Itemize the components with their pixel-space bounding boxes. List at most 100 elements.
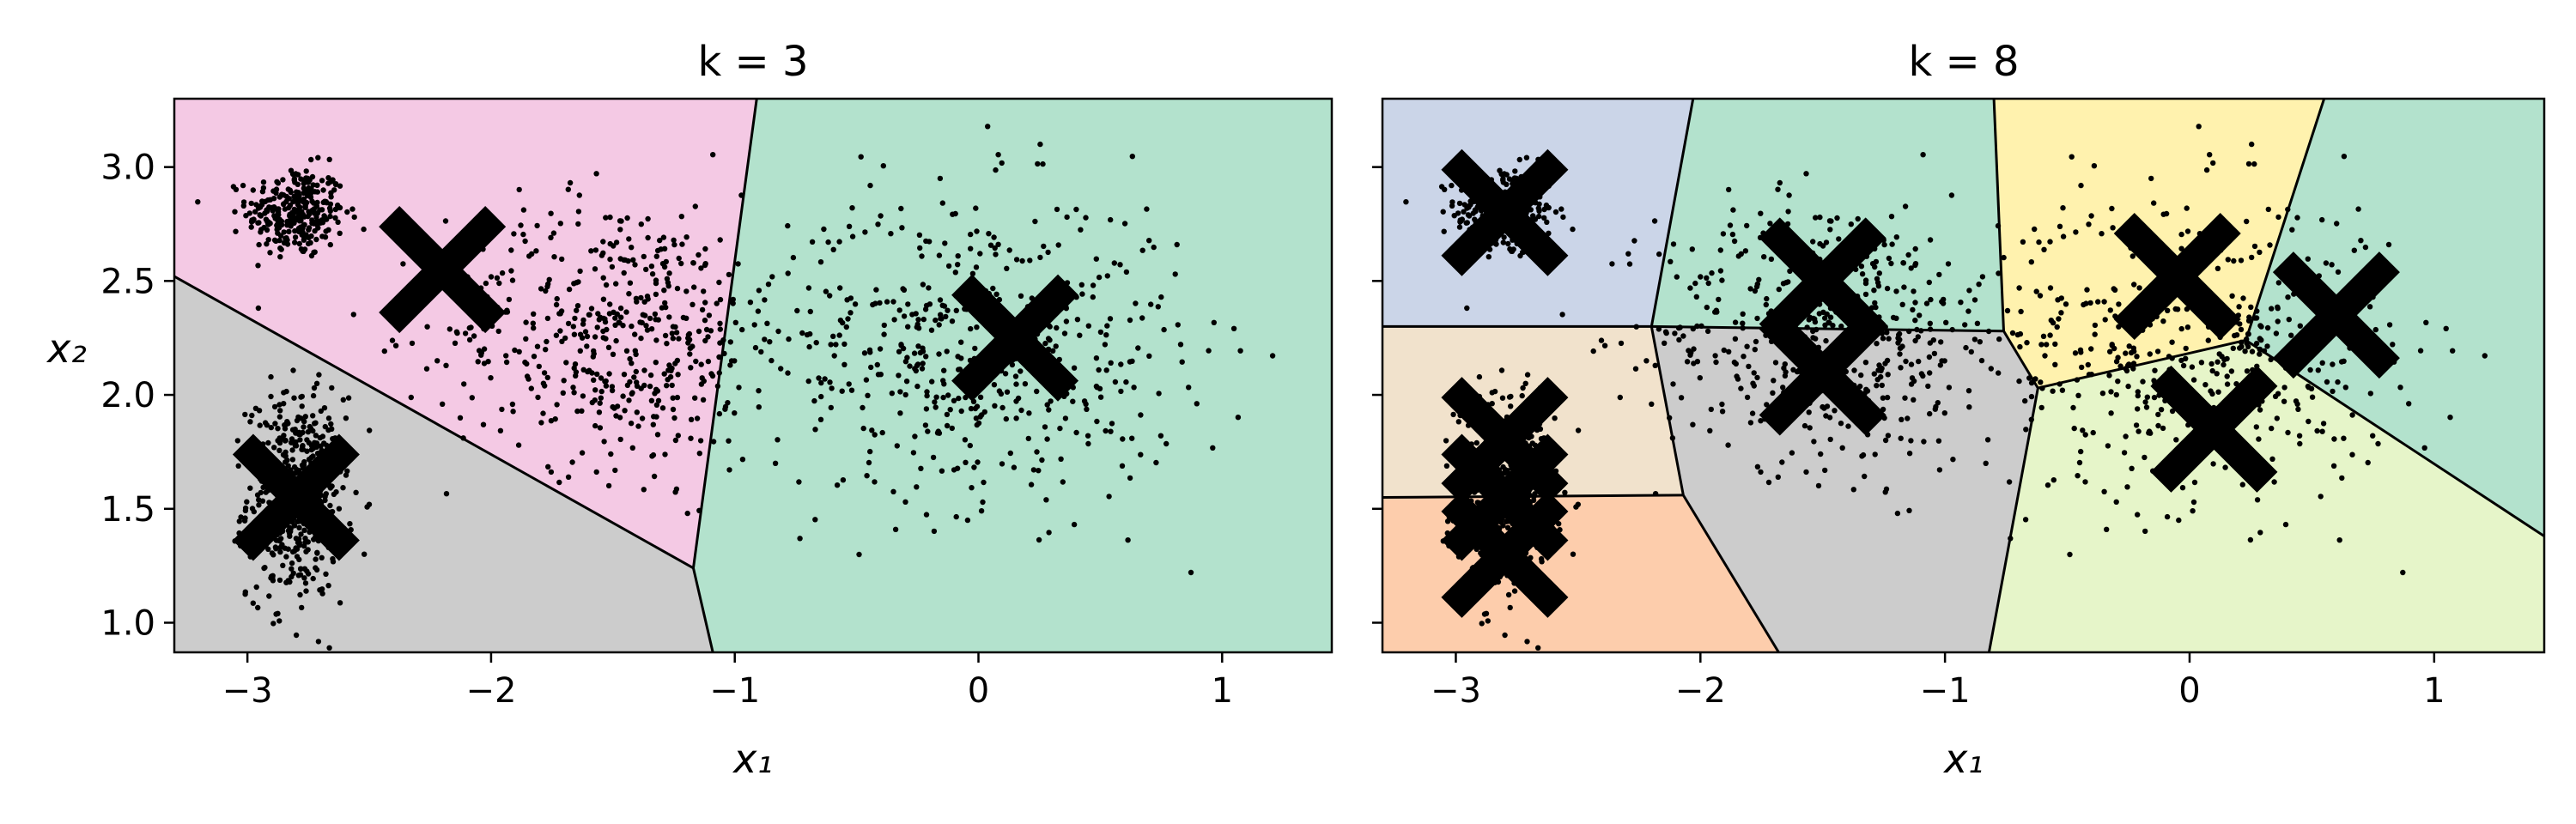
data-point — [955, 253, 961, 259]
data-point — [717, 296, 724, 303]
data-point — [554, 295, 560, 302]
data-point — [2184, 228, 2191, 234]
data-point — [264, 209, 270, 215]
data-point — [272, 421, 278, 427]
data-point — [1032, 218, 1038, 225]
data-point — [2281, 398, 2287, 404]
data-point — [2305, 383, 2312, 390]
data-point — [2042, 353, 2048, 359]
data-point — [613, 239, 620, 245]
data-point — [629, 445, 635, 451]
data-point — [307, 425, 313, 431]
data-point — [1157, 433, 1164, 439]
data-point — [928, 327, 935, 333]
data-point — [592, 397, 598, 403]
data-point — [1864, 388, 1871, 394]
data-point — [944, 348, 950, 354]
data-point — [1719, 401, 1725, 408]
data-point — [941, 381, 947, 387]
data-point — [423, 366, 430, 372]
data-point — [503, 359, 510, 366]
data-point — [651, 473, 658, 480]
data-point — [2008, 536, 2014, 542]
data-point — [524, 373, 531, 379]
data-point — [569, 459, 575, 465]
data-point — [2319, 216, 2325, 223]
data-point — [643, 266, 649, 273]
data-point — [2390, 342, 2396, 348]
cluster-region — [2245, 99, 2544, 536]
data-point — [2092, 322, 2099, 329]
data-point — [2151, 394, 2158, 401]
data-point — [2121, 450, 2128, 456]
data-point — [918, 465, 924, 471]
data-point — [1874, 377, 1880, 383]
data-point — [409, 340, 416, 347]
data-point — [1945, 261, 1952, 267]
data-point — [1511, 588, 1518, 594]
data-point — [971, 464, 977, 470]
data-point — [654, 432, 661, 438]
data-point — [526, 253, 532, 259]
data-point — [2306, 418, 2312, 425]
data-point — [828, 342, 834, 348]
x-axis-title: x₁ — [1942, 736, 1984, 782]
data-point — [2107, 307, 2113, 313]
data-point — [687, 345, 693, 351]
data-point — [1747, 286, 1753, 292]
data-point — [250, 600, 256, 606]
data-point — [2169, 339, 2175, 345]
data-point — [255, 604, 261, 611]
data-point — [617, 227, 623, 233]
data-point — [606, 371, 612, 377]
data-point — [1752, 288, 1759, 294]
data-point — [953, 513, 959, 520]
data-point — [1135, 345, 1141, 351]
data-point — [1839, 445, 1845, 451]
data-point — [1754, 281, 1760, 288]
data-point — [696, 507, 702, 513]
data-point — [932, 399, 938, 405]
data-point — [1045, 249, 1051, 256]
data-point — [300, 443, 306, 449]
data-point — [627, 355, 633, 362]
data-point — [785, 270, 791, 276]
data-point — [830, 333, 836, 339]
data-point — [1752, 347, 1759, 353]
data-point — [1807, 425, 1813, 431]
data-point — [775, 437, 781, 443]
data-point — [1943, 319, 1949, 325]
data-point — [295, 414, 301, 421]
data-point — [687, 351, 693, 357]
data-point — [807, 308, 813, 315]
data-point — [332, 215, 338, 221]
data-point — [328, 194, 334, 200]
data-point — [875, 221, 881, 227]
data-point — [785, 370, 791, 376]
data-point — [1505, 240, 1511, 247]
data-point — [644, 294, 651, 300]
data-point — [592, 266, 598, 272]
data-point — [1035, 161, 1041, 167]
data-point — [548, 234, 554, 240]
data-point — [1633, 324, 1639, 330]
data-point — [1004, 265, 1010, 271]
data-point — [1823, 337, 1829, 344]
data-point — [2036, 239, 2042, 245]
data-point — [1144, 206, 1150, 212]
data-point — [600, 239, 606, 245]
data-point — [544, 315, 551, 322]
data-point — [282, 422, 288, 428]
data-point — [2155, 422, 2161, 429]
data-point — [1858, 264, 1865, 270]
data-point — [2052, 341, 2058, 348]
data-point — [603, 215, 609, 221]
data-point — [594, 371, 600, 378]
panel-k8: k = 8 x₁ −3 −2 −1 0 1 — [1372, 38, 2546, 782]
data-point — [860, 404, 866, 411]
data-point — [1456, 224, 1463, 230]
data-point — [2249, 141, 2255, 148]
data-point — [1536, 213, 1542, 220]
data-point — [2253, 340, 2260, 347]
data-point — [1125, 537, 1131, 543]
